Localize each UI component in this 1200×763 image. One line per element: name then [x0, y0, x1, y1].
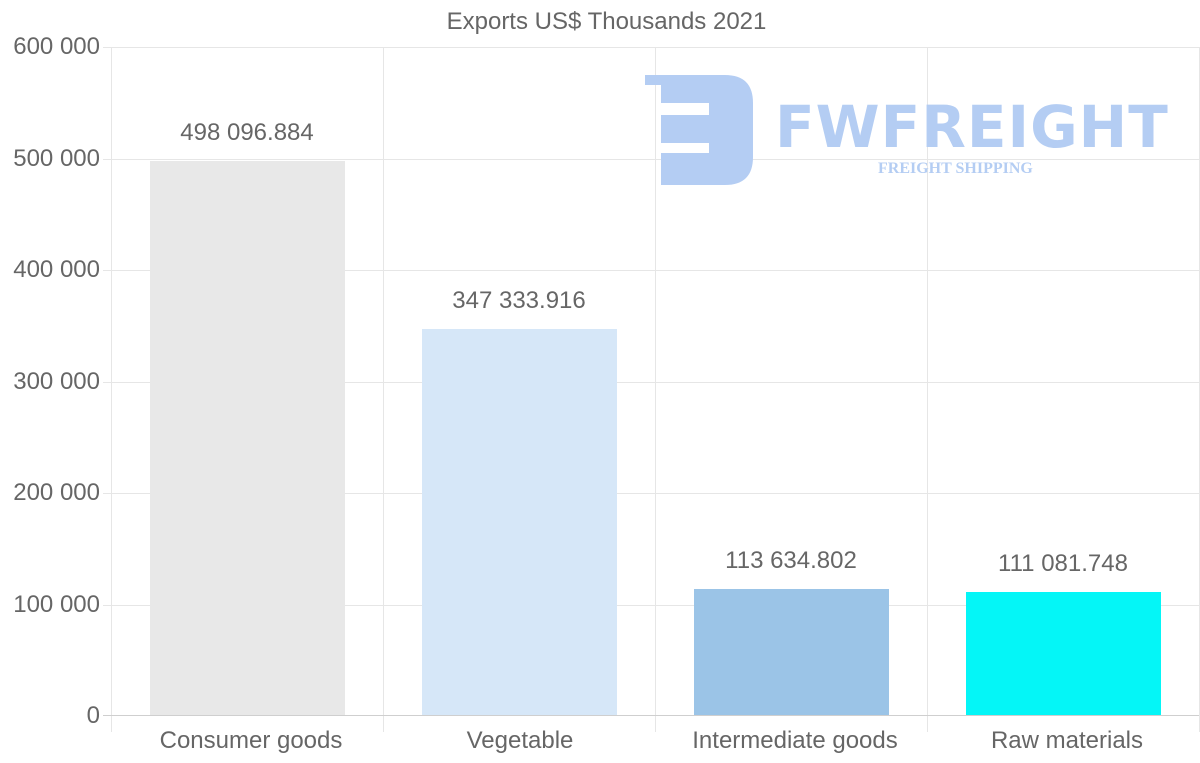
bar-raw-materials[interactable]: [965, 592, 1161, 716]
vgridline: [111, 47, 112, 732]
y-tick-label: 400 000: [13, 256, 100, 283]
x-axis-line: [103, 715, 1199, 716]
y-tick-label: 600 000: [13, 33, 100, 60]
y-tick-label: 0: [86, 702, 100, 729]
fwfreight-watermark: FWFREIGHT FREIGHT SHIPPING: [645, 73, 1168, 188]
chart-title: Exports US$ Thousands 2021: [446, 8, 767, 35]
y-tick-label: 500 000: [13, 144, 100, 172]
fwfreight-logo-icon: [645, 75, 753, 185]
gridline-500000: [103, 158, 1199, 160]
x-tick-label: Consumer goods: [159, 727, 343, 754]
bar-value-label: 347 333.916: [452, 286, 586, 314]
y-tick-label: 300 000: [13, 367, 100, 395]
bar-value-label: 498 096.884: [180, 118, 314, 146]
vgridline: [383, 47, 384, 732]
x-tick-label: Vegetable: [466, 727, 574, 754]
vgridline: [927, 47, 928, 732]
y-tick-label: 200 000: [13, 479, 100, 506]
gridline-100000: [103, 604, 1199, 606]
watermark-brand: FWFREIGHT: [775, 93, 1169, 161]
gridline-600000: [103, 47, 1199, 48]
y-tick-label: 100 000: [13, 590, 100, 618]
gridline-300000: [103, 381, 1199, 383]
gridline-400000: [103, 270, 1199, 271]
watermark-tagline: FREIGHT SHIPPING: [878, 160, 1033, 177]
bar-value-label: 111 081.748: [998, 550, 1128, 578]
bar-consumer-goods[interactable]: [149, 160, 345, 716]
bar-value-label: 113 634.802: [725, 547, 857, 575]
bar-intermediate-goods[interactable]: [693, 589, 889, 716]
plot-area: FWFREIGHT FREIGHT SHIPPING 498 096.884 3…: [103, 47, 1200, 732]
bar-vegetable[interactable]: [421, 328, 617, 716]
x-tick-label: Intermediate goods: [692, 727, 898, 754]
vgridline: [655, 47, 656, 732]
gridline-200000: [103, 493, 1199, 494]
x-tick-label: Raw materials: [990, 727, 1144, 754]
